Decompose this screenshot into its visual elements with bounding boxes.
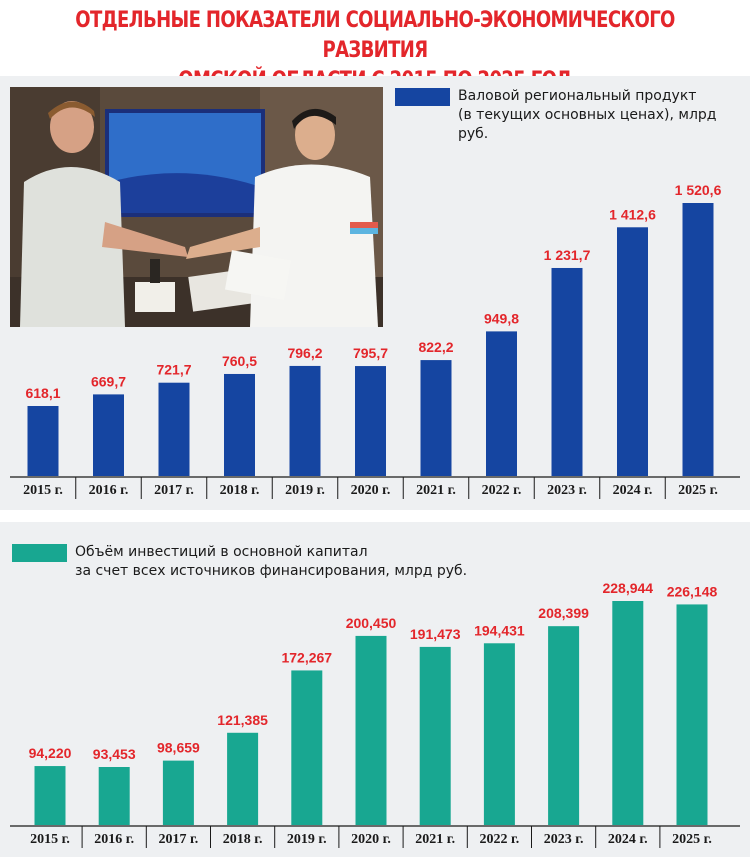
x-tick-label: 2015 г. <box>30 832 70 847</box>
bar-0-4 <box>289 365 321 476</box>
bar-0-10 <box>682 203 714 476</box>
bar-value-label: 98,659 <box>157 740 200 756</box>
x-tick-label: 2025 г. <box>678 483 718 498</box>
bar-value-label: 721,7 <box>156 362 191 378</box>
x-tick-label: 2020 г. <box>351 832 391 847</box>
x-tick-label: 2015 г. <box>23 483 63 498</box>
bar-1-3 <box>227 732 259 825</box>
bar-value-label: 200,450 <box>346 615 397 631</box>
bar-value-label: 94,220 <box>29 745 72 761</box>
bar-value-label: 760,5 <box>222 353 257 369</box>
bar-1-4 <box>291 670 323 825</box>
x-tick-label: 2016 г. <box>89 483 129 498</box>
bar-1-9 <box>612 601 644 825</box>
bar-0-3 <box>224 373 255 476</box>
bar-1-8 <box>548 626 580 825</box>
x-tick-label: 2024 г. <box>608 832 648 847</box>
bar-value-label: 669,7 <box>91 373 126 389</box>
x-tick-label: 2020 г. <box>351 483 391 498</box>
bar-1-1 <box>98 767 130 825</box>
bar-value-label: 208,399 <box>538 605 589 621</box>
bar-value-label: 172,267 <box>281 649 332 665</box>
bar-value-label: 121,385 <box>217 712 268 728</box>
x-tick-label: 2021 г. <box>416 483 456 498</box>
bar-value-label: 822,2 <box>418 339 453 355</box>
x-tick-label: 2018 г. <box>223 832 263 847</box>
bar-1-0 <box>34 766 66 825</box>
x-tick-label: 2025 г. <box>672 832 712 847</box>
invest-legend: Объём инвестиций в основной капитал за с… <box>12 543 467 581</box>
x-tick-label: 2018 г. <box>220 483 260 498</box>
bar-1-5 <box>355 635 387 825</box>
bar-1-10 <box>676 604 708 825</box>
bar-0-5 <box>355 366 386 476</box>
bar-value-label: 796,2 <box>287 345 322 361</box>
grp-chart: 618,1 2015 г. 669,7 2016 г. 721,7 2017 г. 760,… <box>10 182 740 499</box>
x-tick-label: 2021 г. <box>415 832 455 847</box>
bar-value-label: 194,431 <box>474 622 525 638</box>
bar-0-9 <box>617 227 648 476</box>
bar-value-label: 618,1 <box>25 385 60 401</box>
x-tick-label: 2019 г. <box>285 483 325 498</box>
bar-value-label: 795,7 <box>353 345 388 361</box>
x-tick-label: 2023 г. <box>547 483 587 498</box>
invest-legend-swatch <box>12 544 67 562</box>
bar-value-label: 191,473 <box>410 626 461 642</box>
bar-value-label: 1 412,6 <box>609 206 656 222</box>
bar-1-7 <box>483 643 515 825</box>
bar-0-8 <box>551 267 583 476</box>
photo-handshake <box>10 87 383 327</box>
bar-value-label: 1 520,6 <box>675 182 722 198</box>
bar-0-2 <box>158 382 190 476</box>
invest-chart: 94,220 2015 г. 93,453 2016 г. 98,659 2017 г. 1… <box>10 580 740 848</box>
bar-1-2 <box>162 760 194 825</box>
invest-legend-text: Объём инвестиций в основной капитал за с… <box>75 544 468 579</box>
title-line-1: ОТДЕЛЬНЫЕ ПОКАЗАТЕЛИ СОЦИАЛЬНО-ЭКОНОМИЧЕ… <box>75 8 675 63</box>
bar-0-7 <box>486 331 517 476</box>
x-tick-label: 2017 г. <box>154 483 194 498</box>
x-tick-label: 2023 г. <box>544 832 584 847</box>
x-tick-label: 2024 г. <box>613 483 653 498</box>
bar-value-label: 226,148 <box>667 583 718 599</box>
bar-value-label: 949,8 <box>484 310 519 326</box>
grp-legend-swatch <box>395 88 450 106</box>
x-tick-label: 2016 г. <box>94 832 134 847</box>
bar-0-6 <box>420 360 452 476</box>
grp-legend-text: Валовой региональный продукт (в текущих … <box>458 88 717 142</box>
x-tick-label: 2022 г. <box>480 832 520 847</box>
bar-0-1 <box>93 394 124 476</box>
x-tick-label: 2017 г. <box>159 832 199 847</box>
bar-value-label: 1 231,7 <box>544 247 591 263</box>
x-tick-label: 2022 г. <box>482 483 522 498</box>
bar-value-label: 93,453 <box>93 746 136 762</box>
x-tick-label: 2019 г. <box>287 832 327 847</box>
bar-0-0 <box>27 406 59 476</box>
bar-1-6 <box>419 646 451 825</box>
bar-value-label: 228,944 <box>602 580 653 596</box>
grp-legend: Валовой региональный продукт (в текущих … <box>395 87 750 144</box>
